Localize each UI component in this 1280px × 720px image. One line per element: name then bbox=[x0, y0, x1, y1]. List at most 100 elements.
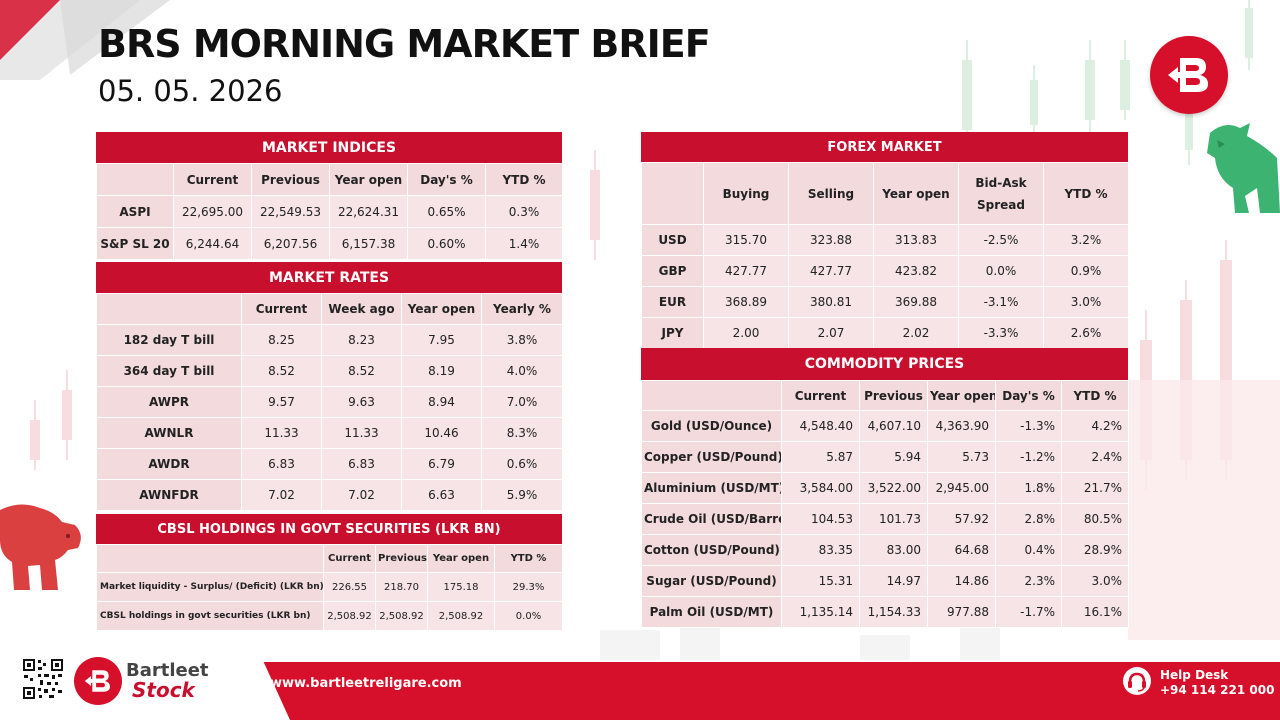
row-label: Cotton (USD/Pound) bbox=[641, 534, 782, 566]
table-cell: 4.2% bbox=[1061, 410, 1129, 442]
row-label: Copper (USD/Pound) bbox=[641, 441, 782, 473]
table-cell: 83.00 bbox=[859, 534, 928, 566]
table-cell: 6,157.38 bbox=[329, 227, 408, 260]
table-row: AWDR 6.83 6.83 6.79 0.6% bbox=[96, 448, 563, 480]
column-header: Day's % bbox=[407, 163, 486, 196]
table-cell: 3,584.00 bbox=[781, 472, 860, 504]
table-cell: 0.3% bbox=[485, 195, 563, 228]
table-row: Market liquidity - Surplus/ (Deficit) (L… bbox=[96, 572, 563, 602]
table-cell: 2,508.92 bbox=[375, 601, 428, 631]
table-row: AWNFDR 7.02 7.02 6.63 5.9% bbox=[96, 479, 563, 511]
row-label: AWPR bbox=[96, 386, 242, 418]
table-cell: 2.4% bbox=[1061, 441, 1129, 473]
table-cell: 7.02 bbox=[321, 479, 402, 511]
table-cell: 22,695.00 bbox=[173, 195, 252, 228]
row-label: 182 day T bill bbox=[96, 324, 242, 356]
qr-code-icon[interactable] bbox=[22, 658, 64, 700]
table-cell: 22,549.53 bbox=[251, 195, 330, 228]
table-cell: 2.8% bbox=[995, 503, 1062, 535]
table-cell: 8.25 bbox=[241, 324, 322, 356]
row-label: 364 day T bill bbox=[96, 355, 242, 387]
table-cell: 7.02 bbox=[241, 479, 322, 511]
table-cell: 3,522.00 bbox=[859, 472, 928, 504]
table-row: Aluminium (USD/MT) 3,584.00 3,522.00 2,9… bbox=[641, 472, 1129, 504]
table-cell: 3.2% bbox=[1043, 224, 1129, 256]
column-header bbox=[96, 163, 174, 196]
row-label: EUR bbox=[641, 286, 704, 318]
table-row: AWPR 9.57 9.63 8.94 7.0% bbox=[96, 386, 563, 418]
cbsl-holdings-card: CBSL HOLDINGS IN GOVT SECURITIES (LKR BN… bbox=[96, 514, 563, 631]
table-cell: 10.46 bbox=[401, 417, 482, 449]
column-header: Current bbox=[241, 293, 322, 325]
column-header: Buying bbox=[703, 162, 789, 225]
column-header: Bid-Ask Spread bbox=[958, 162, 1044, 225]
table-cell: 218.70 bbox=[375, 572, 428, 602]
report-date: 05. 05. 2026 bbox=[98, 74, 283, 108]
footer-logo-icon bbox=[74, 657, 122, 705]
table-cell: 4,363.90 bbox=[927, 410, 996, 442]
forex-market-card: FOREX MARKET Buying Selling Year open Bi… bbox=[641, 132, 1129, 349]
website-link[interactable]: www.bartleetreligare.com bbox=[270, 676, 462, 691]
column-header: Previous bbox=[859, 380, 928, 411]
column-header: YTD % bbox=[1043, 162, 1129, 225]
table-cell: 6,207.56 bbox=[251, 227, 330, 260]
table-cell: 101.73 bbox=[859, 503, 928, 535]
row-label: Sugar (USD/Pound) bbox=[641, 565, 782, 597]
table-header-row: Current Week ago Year open Yearly % bbox=[96, 293, 563, 325]
table-cell: 1,154.33 bbox=[859, 596, 928, 628]
help-desk-label: Help Desk bbox=[1160, 668, 1229, 682]
table-cell: 14.86 bbox=[927, 565, 996, 597]
bull-icon bbox=[1207, 123, 1280, 213]
column-header: Previous bbox=[251, 163, 330, 196]
table-row: S&P SL 20 6,244.64 6,207.56 6,157.38 0.6… bbox=[96, 227, 563, 260]
row-label: AWDR bbox=[96, 448, 242, 480]
table-cell: 0.0% bbox=[958, 255, 1044, 287]
row-label: CBSL holdings in govt securities (LKR bn… bbox=[96, 601, 324, 631]
table-cell: 8.23 bbox=[321, 324, 402, 356]
table-cell: 64.68 bbox=[927, 534, 996, 566]
column-header: Year open bbox=[427, 544, 495, 573]
row-label: Palm Oil (USD/MT) bbox=[641, 596, 782, 628]
page-title: BRS MORNING MARKET BRIEF bbox=[98, 22, 711, 66]
commodity-prices-header: COMMODITY PRICES bbox=[641, 348, 1128, 380]
table-cell: 4,607.10 bbox=[859, 410, 928, 442]
table-row: GBP 427.77 427.77 423.82 0.0% 0.9% bbox=[641, 255, 1129, 287]
column-header: Current bbox=[173, 163, 252, 196]
table-header-row: Buying Selling Year open Bid-Ask Spread … bbox=[641, 162, 1129, 225]
table-cell: 5.9% bbox=[481, 479, 563, 511]
row-label: Gold (USD/Ounce) bbox=[641, 410, 782, 442]
table-row: 364 day T bill 8.52 8.52 8.19 4.0% bbox=[96, 355, 563, 387]
table-cell: 29.3% bbox=[494, 572, 563, 602]
table-cell: 1.4% bbox=[485, 227, 563, 260]
column-header: Year open bbox=[873, 162, 959, 225]
row-label: GBP bbox=[641, 255, 704, 287]
cbsl-holdings-header: CBSL HOLDINGS IN GOVT SECURITIES (LKR BN… bbox=[96, 514, 562, 544]
table-cell: 11.33 bbox=[241, 417, 322, 449]
table-cell: 2,508.92 bbox=[427, 601, 495, 631]
table-row: JPY 2.00 2.07 2.02 -3.3% 2.6% bbox=[641, 317, 1129, 349]
table-cell: -2.5% bbox=[958, 224, 1044, 256]
table-cell: -3.3% bbox=[958, 317, 1044, 349]
table-row: AWNLR 11.33 11.33 10.46 8.3% bbox=[96, 417, 563, 449]
table-cell: -3.1% bbox=[958, 286, 1044, 318]
row-label: ASPI bbox=[96, 195, 174, 228]
table-cell: 11.33 bbox=[321, 417, 402, 449]
market-rates-card: MARKET RATES Current Week ago Year open … bbox=[96, 262, 563, 511]
table-cell: -1.3% bbox=[995, 410, 1062, 442]
table-cell: 80.5% bbox=[1061, 503, 1129, 535]
table-cell: 5.73 bbox=[927, 441, 996, 473]
table-cell: 5.94 bbox=[859, 441, 928, 473]
market-indices-card: MARKET INDICES Current Previous Year ope… bbox=[96, 132, 563, 260]
table-cell: 427.77 bbox=[703, 255, 789, 287]
column-header: YTD % bbox=[1061, 380, 1129, 411]
table-cell: 380.81 bbox=[788, 286, 874, 318]
table-cell: 0.60% bbox=[407, 227, 486, 260]
table-cell: 2.6% bbox=[1043, 317, 1129, 349]
table-cell: 3.8% bbox=[481, 324, 563, 356]
row-label: Crude Oil (USD/Barrel) bbox=[641, 503, 782, 535]
table-cell: 8.19 bbox=[401, 355, 482, 387]
table-cell: 104.53 bbox=[781, 503, 860, 535]
help-desk-phone[interactable]: +94 114 221 000 bbox=[1160, 683, 1275, 697]
table-row: ASPI 22,695.00 22,549.53 22,624.31 0.65%… bbox=[96, 195, 563, 228]
table-cell: 423.82 bbox=[873, 255, 959, 287]
